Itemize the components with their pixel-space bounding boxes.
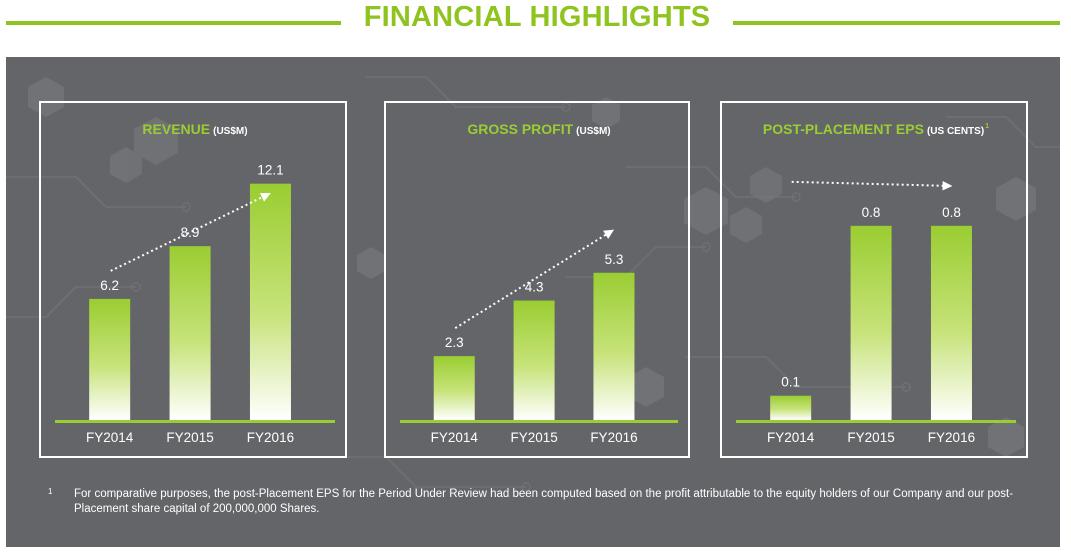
bar-fy2014 [770,395,812,420]
bar-fy2016 [249,183,291,420]
category-label: FY2015 [510,430,557,445]
chart-title: GROSS PROFIT (US$M) [467,121,610,137]
revenue-chart-box: REVENUE (US$M) 6.2 FY2014 8.9 FY2015 12.1 FY201… [39,101,347,458]
chart-title: REVENUE (US$M) [142,121,247,137]
title-rule-left [6,21,341,25]
bar-fy2015 [169,246,211,420]
charts-panel: REVENUE (US$M) 6.2 FY2014 8.9 FY2015 12.1 FY201… [6,57,1060,547]
circuit-background [6,76,1060,492]
eps-chart-box: POST-PLACEMENT EPS (US CENTS)1 0.1 FY2014 0.… [720,101,1028,458]
value-label: 5.3 [605,252,624,267]
baseline [400,420,678,423]
gross-profit-chart-box: GROSS PROFIT (US$M) 2.3 FY2014 4.3 FY2015 5.3 F… [384,101,690,458]
bar-fy2014 [433,356,475,420]
value-label: 2.3 [445,335,464,350]
trend-arrow-line [110,194,266,272]
value-label: 8.9 [181,225,200,240]
eps-chart: POST-PLACEMENT EPS (US CENTS)1 0.1 FY2014 0.… [736,121,1016,445]
title-rule-right [733,21,1060,25]
bar-fy2015 [850,225,892,420]
bar-fy2016 [593,272,635,420]
value-label: 0.8 [942,205,961,220]
baseline [736,420,1016,423]
trend-arrow-line [454,231,610,329]
revenue-chart: REVENUE (US$M) 6.2 FY2014 8.9 FY2015 12.1 FY201… [55,121,335,445]
category-label: FY2014 [86,430,134,445]
bar-fy2016 [930,225,972,420]
value-label: 0.8 [862,205,881,220]
bar-fy2015 [513,300,555,420]
value-label: 12.1 [257,163,283,178]
trend-arrow-head [259,193,271,202]
trend-arrow-head [603,229,615,239]
category-label: FY2016 [247,430,294,445]
baseline [55,420,335,423]
category-label: FY2014 [431,430,479,445]
footnote-marker: 1 [48,487,53,496]
value-label: 0.1 [781,375,800,390]
value-label: 6.2 [100,278,119,293]
footnote-text: For comparative purposes, the post-Place… [74,488,1014,515]
category-label: FY2016 [590,430,637,445]
gross-profit-chart: GROSS PROFIT (US$M) 2.3 FY2014 4.3 FY2015 5.3 F… [400,121,678,445]
chart-title: POST-PLACEMENT EPS (US CENTS)1 [763,121,989,137]
header-band: FINANCIAL HIGHLIGHTS [0,0,1071,50]
category-label: FY2015 [847,430,894,445]
category-label: FY2016 [928,430,975,445]
trend-arrow-line [791,180,947,187]
value-label: 4.3 [525,280,544,295]
trend-arrow-head [942,180,953,191]
bar-fy2014 [89,298,131,420]
category-label: FY2015 [166,430,213,445]
page-title: FINANCIAL HIGHLIGHTS [363,1,711,33]
category-label: FY2014 [767,430,815,445]
